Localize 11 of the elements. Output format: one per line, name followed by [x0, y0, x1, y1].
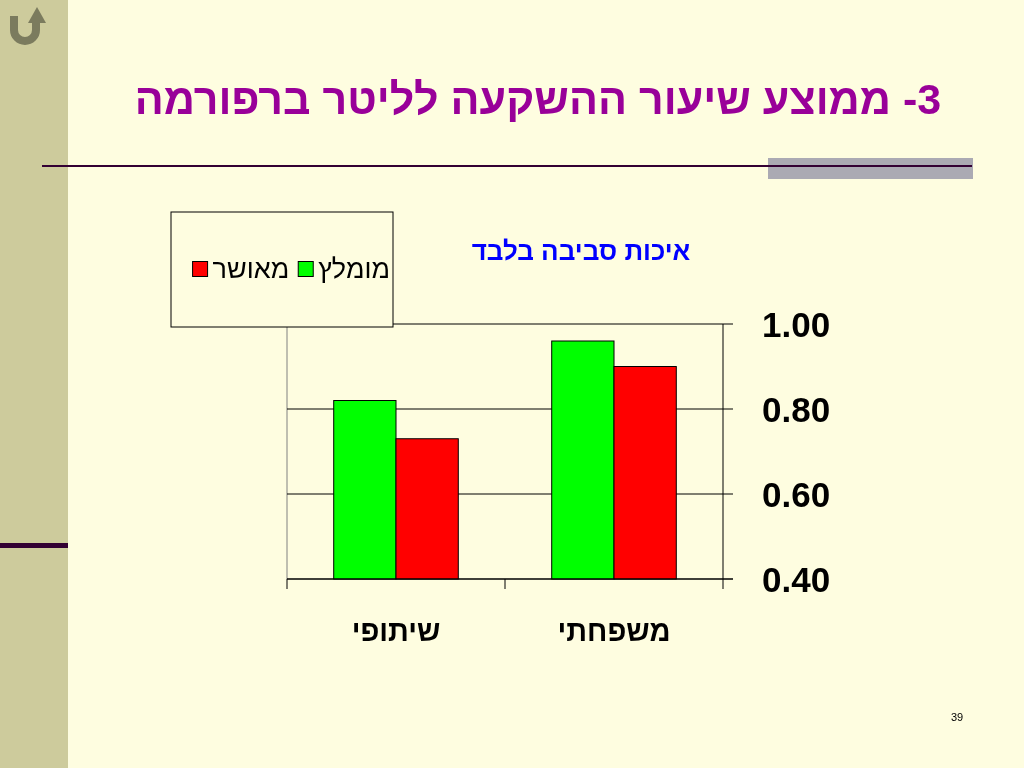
x-tick-label: שיתופי	[351, 615, 441, 647]
subtitle: איכות סביבה בלבד	[471, 236, 691, 266]
y-tick-label: 0.80	[762, 389, 831, 429]
title: 3- ממוצע שיעור ההשקעה לליטר ברפורמה	[134, 75, 942, 123]
y-tick-label: 0.40	[762, 559, 831, 599]
annotation: 39	[950, 711, 964, 723]
legend-label: מומלץ	[318, 254, 390, 284]
x-tick-label: משפחתי	[557, 615, 671, 647]
y-tick-label: 0.60	[762, 474, 831, 514]
legend-label: מאושר	[212, 254, 290, 284]
y-tick-label: 1.00	[762, 304, 831, 344]
